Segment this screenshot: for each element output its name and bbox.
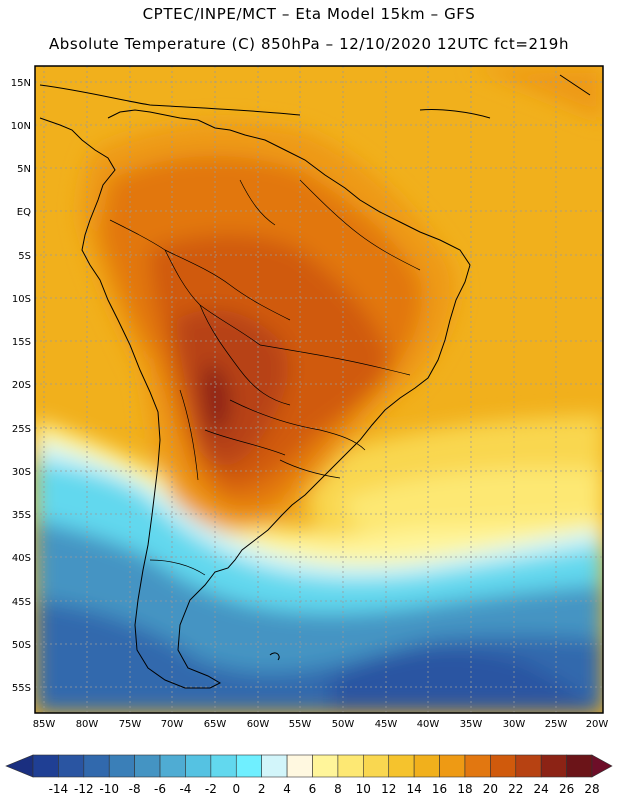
map-subtitle: Absolute Temperature (C) 850hPa – 12/10/… xyxy=(48,35,570,53)
colorbar-label: 20 xyxy=(483,782,498,796)
lat-label: 50S xyxy=(12,640,31,651)
colorbar-label: 4 xyxy=(283,782,291,796)
lat-label: 5S xyxy=(18,251,31,262)
colorbar-label: -10 xyxy=(99,782,119,796)
colorbar-label: 18 xyxy=(457,782,472,796)
plot-frame xyxy=(34,65,604,714)
lon-label: 70W xyxy=(161,719,184,730)
colorbar-label: 12 xyxy=(381,782,396,796)
colorbar-label: -4 xyxy=(179,782,191,796)
colorbar-swatch xyxy=(439,754,466,778)
colorbar-label: 28 xyxy=(584,782,599,796)
lat-label: 10S xyxy=(12,294,31,305)
lon-label: 40W xyxy=(417,719,440,730)
colorbar-swatch xyxy=(312,754,339,778)
colorbar-swatch xyxy=(490,754,517,778)
colorbar-swatch xyxy=(83,754,110,778)
colorbar-under-arrow xyxy=(5,754,34,778)
lat-label: EQ xyxy=(17,207,31,218)
colorbar-label: -2 xyxy=(205,782,217,796)
lon-label: 60W xyxy=(247,719,270,730)
lat-label: 15N xyxy=(11,78,31,89)
colorbar-swatch xyxy=(185,754,212,778)
colorbar-swatch xyxy=(134,754,161,778)
colorbar-over-arrow xyxy=(591,754,613,778)
colorbar-label: 8 xyxy=(334,782,342,796)
country-borders xyxy=(109,179,421,576)
colorbar-label: 14 xyxy=(406,782,421,796)
colorbar-swatch xyxy=(540,754,567,778)
lat-label: 40S xyxy=(12,553,31,564)
colorbar-swatch xyxy=(363,754,390,778)
colorbar-label: -14 xyxy=(49,782,69,796)
map-title: CPTEC/INPE/MCT – Eta Model 15km – GFS xyxy=(142,5,476,23)
lon-label: 80W xyxy=(76,719,99,730)
lon-label: 75W xyxy=(119,719,142,730)
colorbar-swatch xyxy=(337,754,364,778)
colorbar-label: -6 xyxy=(154,782,166,796)
colorbar-swatch xyxy=(286,754,313,778)
colorbar-label: 2 xyxy=(258,782,266,796)
temperature-field xyxy=(35,66,603,713)
colorbar-swatch xyxy=(159,754,186,778)
lat-label: 55S xyxy=(12,683,31,694)
coastlines xyxy=(39,74,591,689)
colorbar-label: 16 xyxy=(432,782,447,796)
lat-label: 15S xyxy=(12,337,31,348)
lat-label: 20S xyxy=(12,380,31,391)
lon-label: 45W xyxy=(375,719,398,730)
lat-label: 35S xyxy=(12,510,31,521)
colorbar-label: -12 xyxy=(74,782,94,796)
lat-label: 10N xyxy=(11,121,31,132)
latitude-axis: 15N 10N 5N EQ 5S 10S 15S 20S 25S 30S 35S… xyxy=(11,78,31,694)
colorbar-swatch xyxy=(261,754,288,778)
lon-label: 65W xyxy=(204,719,227,730)
colorbar-swatch xyxy=(32,754,59,778)
colorbar-swatch xyxy=(58,754,85,778)
colorbar-swatch xyxy=(210,754,237,778)
lon-label: 85W xyxy=(33,719,56,730)
colorbar-swatch xyxy=(108,754,135,778)
colorbar-label: -8 xyxy=(129,782,141,796)
colorbar-label: 0 xyxy=(232,782,240,796)
colorbar-label: 10 xyxy=(356,782,371,796)
lon-label: 35W xyxy=(460,719,483,730)
colorbar-label: 6 xyxy=(309,782,317,796)
colorbar-swatch xyxy=(388,754,415,778)
lat-label: 5N xyxy=(17,164,31,175)
colorbar-swatch xyxy=(235,754,262,778)
colorbar-swatch xyxy=(515,754,542,778)
lon-label: 30W xyxy=(503,719,526,730)
colorbar-label: 24 xyxy=(534,782,549,796)
lat-label: 45S xyxy=(12,597,31,608)
colorbar-label: 26 xyxy=(559,782,574,796)
colorbar: -14 -12 -10 -8 -6 -4 -2 0 2 4 6 8 10 12 14 16 18 20 22 24 26… xyxy=(5,754,613,796)
lat-label: 25S xyxy=(12,424,31,435)
longitude-axis: 85W 80W 75W 70W 65W 60W 55W 50W 45W 40W … xyxy=(33,719,609,730)
lon-label: 50W xyxy=(332,719,355,730)
lon-label: 20W xyxy=(586,719,609,730)
colorbar-label: 22 xyxy=(508,782,523,796)
colorbar-swatch xyxy=(464,754,491,778)
lon-label: 25W xyxy=(545,719,568,730)
colorbar-swatch xyxy=(566,754,593,778)
colorbar-swatch xyxy=(413,754,440,778)
lon-label: 55W xyxy=(289,719,312,730)
lat-label: 30S xyxy=(12,467,31,478)
